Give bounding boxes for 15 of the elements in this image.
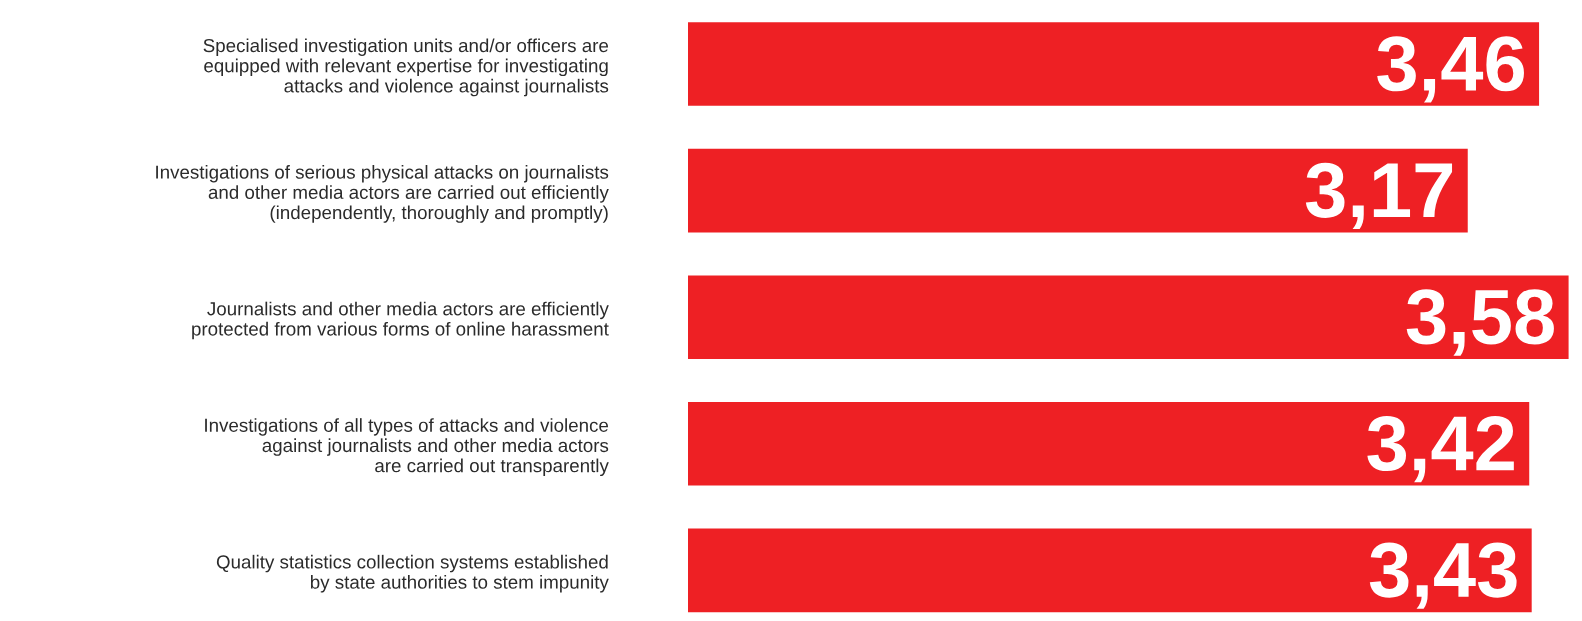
data-label: 3,58 <box>1406 289 1554 356</box>
y-tick-label: Specialised investigation units and/or officers are equipped with relevant expertise for investigating attacks and violence against journalists <box>203 38 609 97</box>
y-tick-label: Investigations of serious physical attacks on journalists and other media actors are carried out efficiently (independently, thoroughly and promptly) <box>156 165 609 223</box>
y-tick-label: Journalists and other media actors are efficiently protected from various forms of online harassment <box>192 301 609 340</box>
bar <box>688 402 1530 486</box>
data-label: 3,42 <box>1367 415 1514 483</box>
data-label: 3,43 <box>1369 542 1517 609</box>
y-tick-label: Investigations of all types of attacks and violence against journalists and other media actors are carried out transparently <box>205 418 609 477</box>
bar <box>688 275 1569 359</box>
bar <box>688 528 1532 613</box>
y-tick-label: Quality statistics collection systems established by state authorities to stem impunity <box>216 554 609 593</box>
bar <box>688 148 1468 233</box>
bar <box>688 22 1540 106</box>
data-label: 3,46 <box>1377 36 1524 103</box>
data-label: 3,17 <box>1305 162 1453 230</box>
